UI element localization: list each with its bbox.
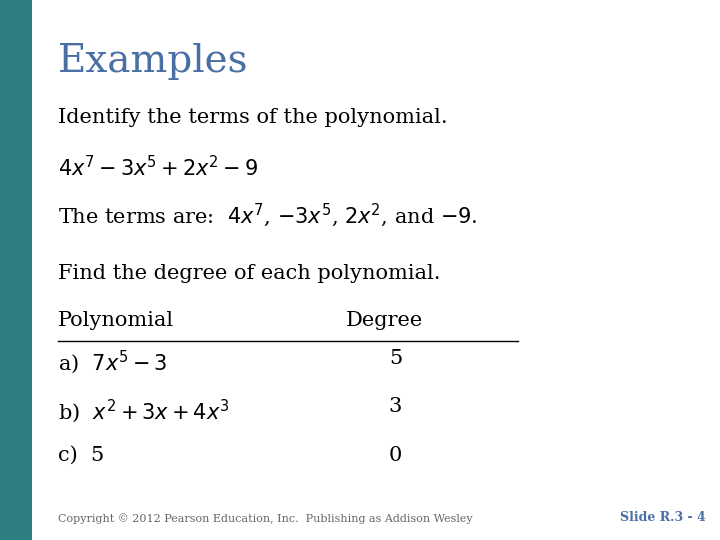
Text: Polynomial: Polynomial (58, 311, 174, 330)
Text: Copyright © 2012 Pearson Education, Inc.  Publishing as Addison Wesley: Copyright © 2012 Pearson Education, Inc.… (58, 513, 472, 524)
Text: Identify the terms of the polynomial.: Identify the terms of the polynomial. (58, 108, 447, 127)
Text: 0: 0 (389, 446, 402, 465)
Text: a)  $7x^5 - 3$: a) $7x^5 - 3$ (58, 349, 167, 376)
Text: Find the degree of each polynomial.: Find the degree of each polynomial. (58, 264, 440, 283)
Text: Degree: Degree (346, 311, 423, 330)
Text: 3: 3 (389, 397, 402, 416)
Text: b)  $x^2 + 3x + 4x^3$: b) $x^2 + 3x + 4x^3$ (58, 397, 229, 425)
FancyBboxPatch shape (0, 0, 32, 540)
Text: 5: 5 (389, 349, 402, 368)
Text: Slide R.3 - 4: Slide R.3 - 4 (620, 511, 706, 524)
Text: Examples: Examples (58, 43, 248, 80)
Text: c)  5: c) 5 (58, 446, 104, 465)
Text: $4x^7 - 3x^5 + 2x^2 - 9$: $4x^7 - 3x^5 + 2x^2 - 9$ (58, 155, 258, 180)
Text: The terms are:  $4x^7$, $-3x^5$, $2x^2$, and $-9$.: The terms are: $4x^7$, $-3x^5$, $2x^2$, … (58, 202, 477, 230)
